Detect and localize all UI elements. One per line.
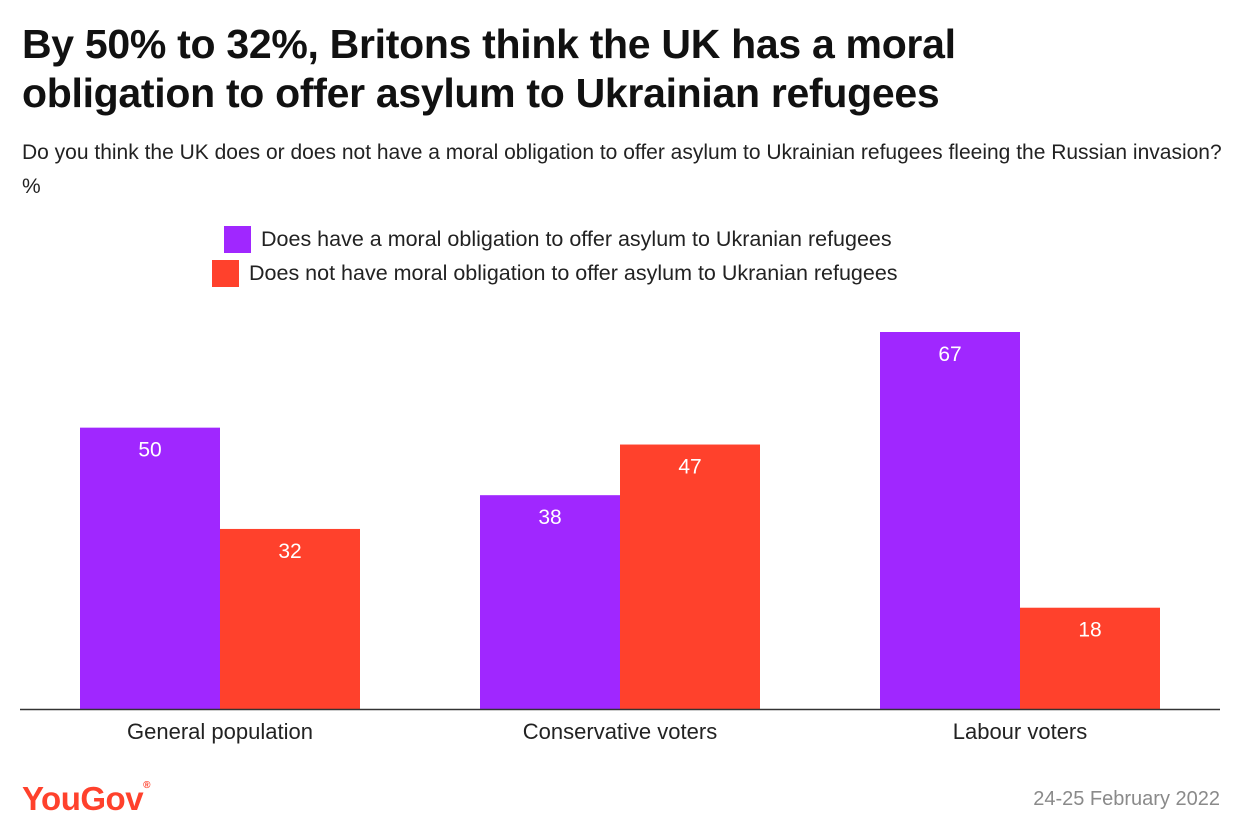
chart-title: By 50% to 32%, Britons think the UK has … [22,20,1222,118]
x-tick-label: Labour voters [953,719,1088,744]
bar-does-not-have-2 [1020,607,1160,709]
fieldwork-date: 24-25 February 2022 [1033,788,1220,810]
legend-swatch-red [212,259,239,287]
registered-mark: ® [143,780,150,791]
chart-title-line-1: By 50% to 32%, Britons think the UK has … [22,21,956,67]
legend-label-does-not-have: Does not have moral obligation to offer … [249,260,898,285]
data-label: 38 [538,506,561,529]
legend-swatch-purple [224,225,251,253]
bar-does-have-0 [80,427,220,709]
chart-legend: Does have a moral obligation to offer as… [212,222,898,290]
data-label: 50 [138,439,161,462]
legend-label-does-have: Does have a moral obligation to offer as… [261,226,892,251]
x-tick-label: General population [127,719,313,744]
chart-subtitle: Do you think the UK does or does not hav… [22,141,1222,198]
data-label: 67 [938,343,961,366]
bar-does-have-1 [480,495,620,709]
bar-does-have-2 [880,332,1020,709]
data-label: 18 [1078,619,1101,642]
bar-does-not-have-1 [620,444,760,709]
data-label: 47 [678,456,701,479]
x-tick-label: Conservative voters [523,719,717,744]
yougov-logo: YouGov® [22,780,150,818]
chart-title-line-2: obligation to offer asylum to Ukrainian … [22,70,940,116]
legend-item-does-have: Does have a moral obligation to offer as… [224,222,898,256]
legend-item-does-not-have: Does not have moral obligation to offer … [212,256,898,290]
data-label: 32 [278,540,301,563]
bar-does-not-have-0 [220,528,360,709]
brand-name: YouGov [22,780,144,817]
